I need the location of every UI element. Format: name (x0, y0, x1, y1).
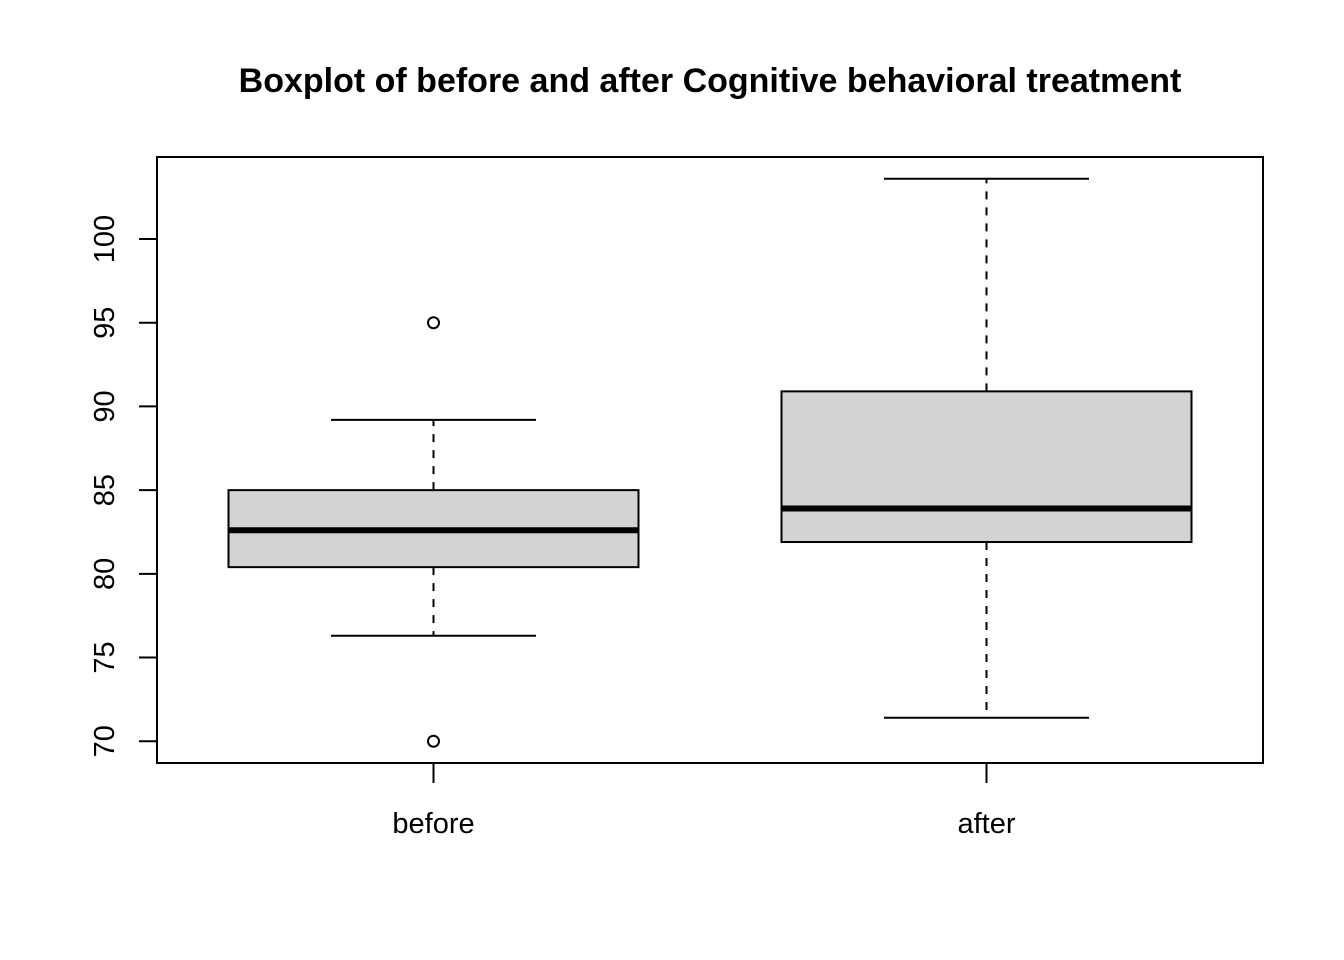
boxes-layer (227, 177, 1193, 748)
y-tick-label: 100 (89, 215, 121, 263)
x-tick-label-before: before (392, 808, 474, 840)
y-axis: 70 75 80 85 90 95 100 (89, 215, 158, 757)
chart-title: Boxplot of before and after Cognitive be… (239, 62, 1182, 100)
iqr-box (780, 390, 1193, 544)
box-after (780, 177, 1193, 719)
y-tick-label: 80 (89, 558, 121, 590)
x-axis: before after (392, 763, 1016, 840)
x-tick-label-after: after (957, 808, 1015, 840)
y-tick-label: 95 (89, 307, 121, 339)
y-tick-label: 90 (89, 390, 121, 422)
y-tick-label: 85 (89, 474, 121, 506)
y-tick-label: 70 (89, 725, 121, 757)
box-before (227, 316, 640, 748)
outlier-point (427, 316, 440, 330)
outlier-point (427, 734, 440, 748)
y-tick-label: 75 (89, 641, 121, 673)
